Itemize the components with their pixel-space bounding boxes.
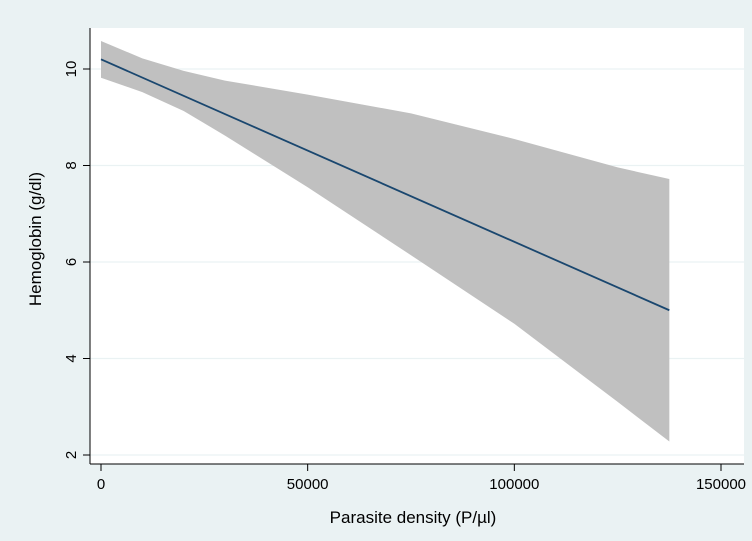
y-axis-title: Hemoglobin (g/dl) xyxy=(26,172,45,306)
y-axis-ticks: 2 4 6 8 10 xyxy=(63,61,90,459)
x-tick-label-0: 0 xyxy=(97,476,105,493)
y-tick-label-4: 10 xyxy=(63,61,80,78)
axes xyxy=(89,28,744,465)
x-tick-label-3: 150000 xyxy=(696,476,746,493)
confidence-band xyxy=(101,41,670,442)
y-tick-label-0: 2 xyxy=(63,451,80,459)
y-tick-label-1: 4 xyxy=(63,354,80,362)
x-axis-ticks: 0 50000 100000 150000 xyxy=(97,464,746,493)
y-tick-label-2: 6 xyxy=(63,258,80,266)
x-tick-label-2: 100000 xyxy=(489,476,539,493)
y-tick-label-3: 8 xyxy=(63,161,80,169)
x-axis-title: Parasite density (P/µl) xyxy=(330,508,497,527)
fitted-line xyxy=(100,58,670,312)
x-tick-label-1: 50000 xyxy=(287,476,329,493)
